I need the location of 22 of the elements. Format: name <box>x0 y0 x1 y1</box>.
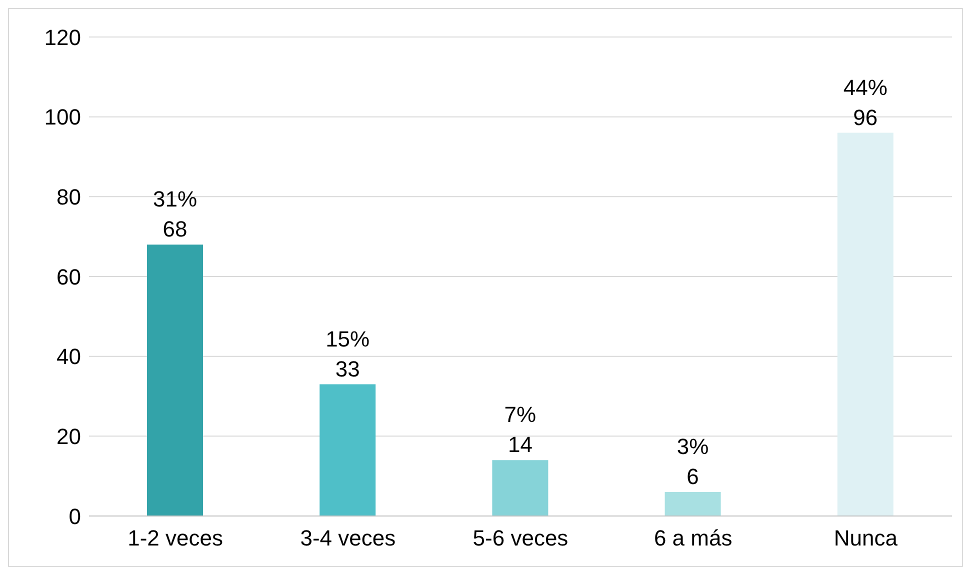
data-label: 15% 33 <box>326 326 370 382</box>
x-tick-label: Nunca <box>834 526 898 551</box>
bar <box>664 492 721 516</box>
y-tick-label: 60 <box>56 264 81 290</box>
data-label: 7% 14 <box>504 402 536 458</box>
y-tick-label: 0 <box>68 504 81 529</box>
y-tick-label: 120 <box>44 24 81 50</box>
bar <box>837 132 894 516</box>
y-tick-label: 40 <box>56 344 81 370</box>
bar <box>492 460 548 516</box>
y-tick-label: 20 <box>56 424 81 449</box>
x-tick-label: 6 a más <box>654 526 732 551</box>
bar <box>320 384 376 516</box>
y-tick-label: 100 <box>44 104 81 130</box>
x-tick-label: 3-4 veces <box>300 526 396 551</box>
bar <box>147 244 203 516</box>
x-tick-label: 5-6 veces <box>472 526 568 551</box>
data-label: 3% 6 <box>676 434 709 490</box>
y-tick-label: 80 <box>56 184 81 210</box>
data-label: 44% 96 <box>843 74 888 130</box>
x-tick-label: 1-2 veces <box>128 526 223 551</box>
data-label: 31% 68 <box>152 186 198 242</box>
